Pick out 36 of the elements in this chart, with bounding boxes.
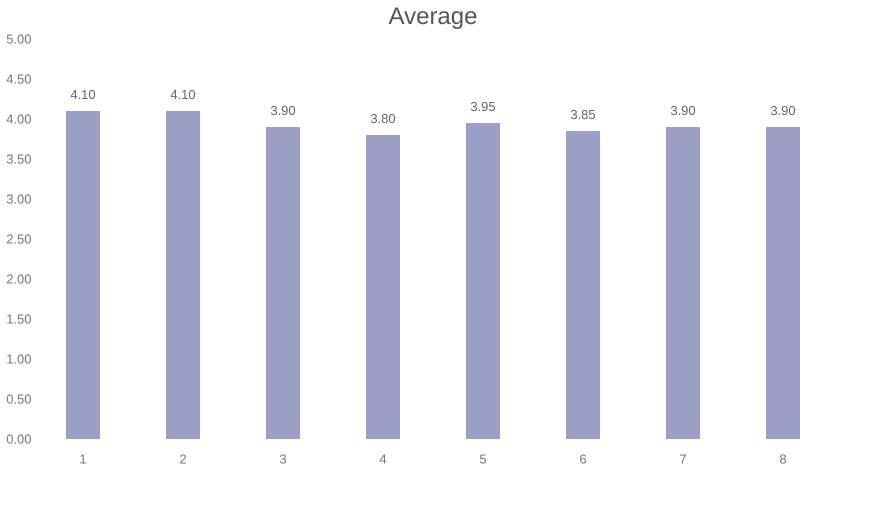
data-label: 3.90 bbox=[670, 103, 696, 118]
x-tick-label: 6 bbox=[579, 452, 587, 466]
data-label: 4.10 bbox=[170, 87, 196, 102]
data-label: 3.85 bbox=[570, 107, 596, 122]
bar bbox=[266, 127, 300, 439]
bar bbox=[66, 111, 100, 439]
bar bbox=[566, 131, 600, 439]
y-tick-label: 5.00 bbox=[6, 32, 32, 46]
y-tick-label: 4.50 bbox=[6, 72, 32, 86]
x-tick-label: 7 bbox=[679, 452, 687, 466]
bar bbox=[366, 135, 400, 439]
y-tick-label: 2.00 bbox=[6, 272, 32, 286]
x-tick-label: 8 bbox=[779, 452, 787, 466]
bar bbox=[466, 123, 500, 439]
y-tick-label: 4.00 bbox=[6, 112, 32, 126]
x-tick-label: 2 bbox=[179, 452, 187, 466]
data-label: 3.80 bbox=[370, 111, 396, 126]
x-tick-label: 1 bbox=[79, 452, 87, 466]
chart-title: Average bbox=[388, 3, 478, 30]
data-label: 3.95 bbox=[470, 99, 496, 114]
bar bbox=[766, 127, 800, 439]
y-tick-label: 1.00 bbox=[6, 352, 32, 366]
y-tick-label: 0.00 bbox=[6, 432, 32, 446]
x-tick-label: 5 bbox=[479, 452, 487, 466]
y-tick-label: 3.00 bbox=[6, 192, 32, 206]
data-label: 3.90 bbox=[770, 103, 796, 118]
y-tick-label: 2.50 bbox=[6, 232, 32, 246]
y-tick-label: 1.50 bbox=[6, 312, 32, 326]
y-tick-label: 3.50 bbox=[6, 152, 32, 166]
data-label: 4.10 bbox=[70, 87, 96, 102]
bar bbox=[666, 127, 700, 439]
x-tick-label: 3 bbox=[279, 452, 287, 466]
x-tick-label: 4 bbox=[379, 452, 387, 466]
y-tick-label: 0.50 bbox=[6, 392, 32, 406]
data-label: 3.90 bbox=[270, 103, 296, 118]
bar bbox=[166, 111, 200, 439]
